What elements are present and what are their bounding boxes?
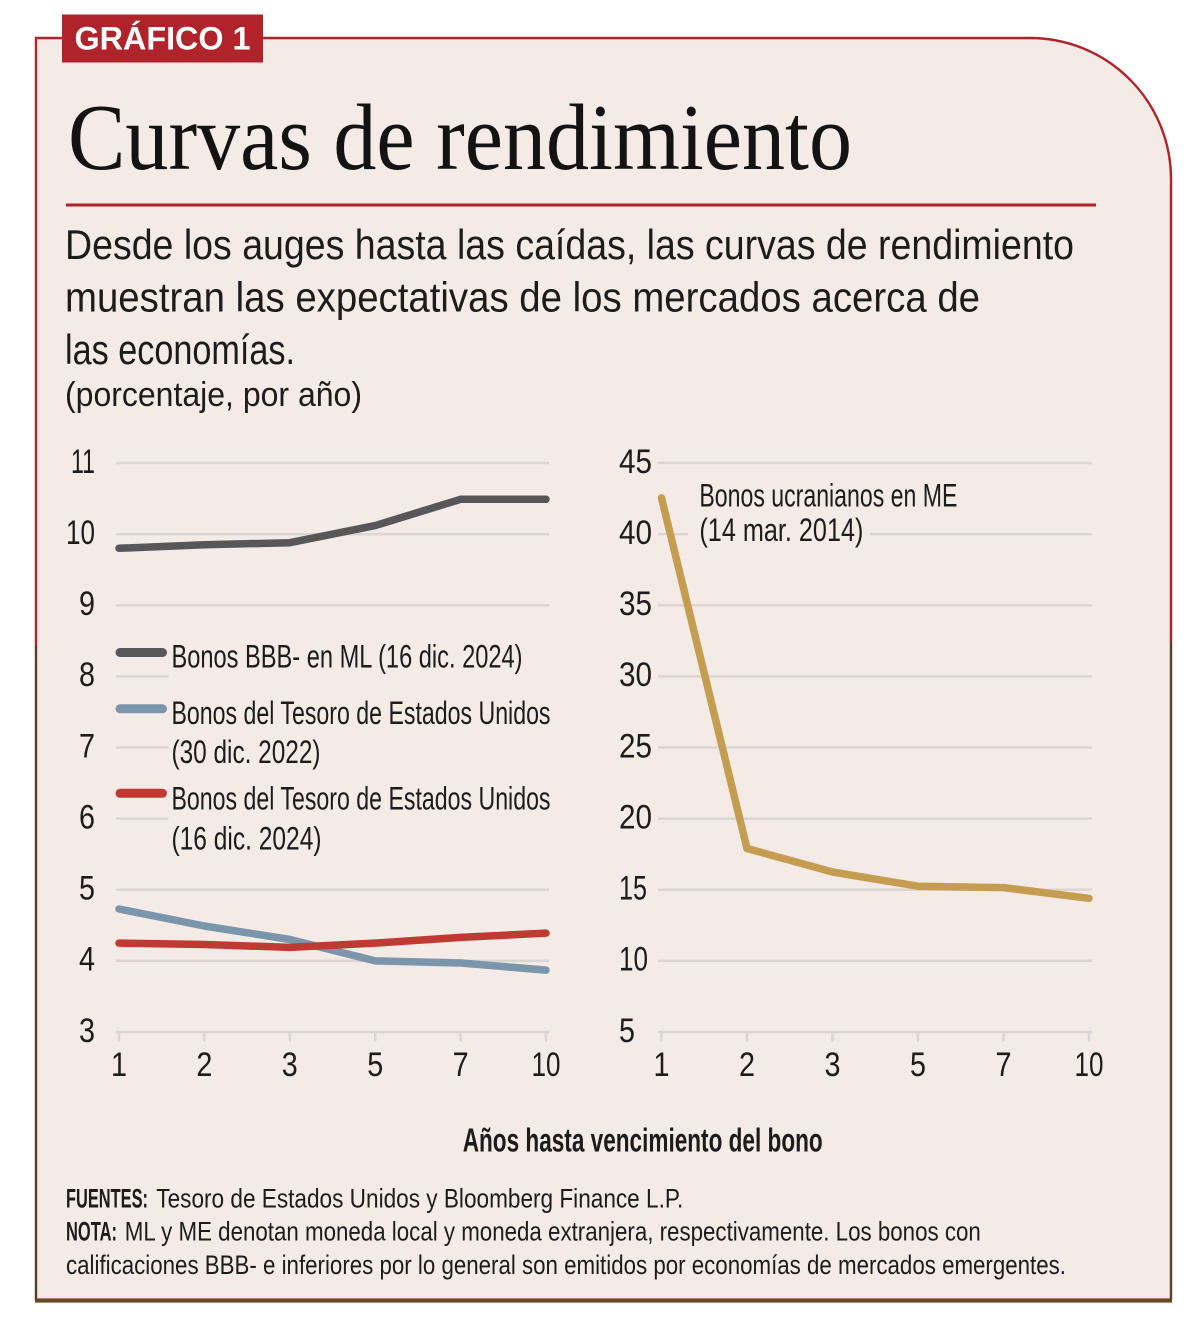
svg-text:GRÁFICO 1: GRÁFICO 1 [75,21,251,57]
svg-text:45: 45 [619,443,652,481]
svg-text:2: 2 [739,1046,755,1084]
svg-text:1: 1 [111,1046,127,1084]
svg-text:11: 11 [71,443,95,481]
svg-text:30: 30 [619,656,652,694]
svg-text:las economías.: las economías. [65,326,295,373]
svg-text:1: 1 [654,1046,670,1084]
svg-text:40: 40 [619,514,652,552]
svg-text:Bonos del Tesoro de Estados Un: Bonos del Tesoro de Estados Unidos [172,780,551,816]
svg-text:Bonos del Tesoro de Estados Un: Bonos del Tesoro de Estados Unidos [172,695,551,731]
svg-text:6: 6 [79,798,95,836]
svg-text:20: 20 [619,798,652,836]
svg-text:(16 dic. 2024): (16 dic. 2024) [172,821,322,857]
svg-text:8: 8 [79,656,95,694]
svg-text:(porcentaje, por año): (porcentaje, por año) [65,376,362,414]
svg-text:Bonos BBB- en ML (16 dic. 2024: Bonos BBB- en ML (16 dic. 2024) [172,639,523,675]
svg-text:25: 25 [619,727,652,765]
svg-text:Bonos ucranianos en ME: Bonos ucranianos en ME [699,477,957,513]
svg-text:5: 5 [619,1012,635,1050]
svg-text:Años hasta vencimiento del bon: Años hasta vencimiento del bono [463,1122,823,1159]
svg-text:(30 dic. 2022): (30 dic. 2022) [172,734,321,770]
svg-text:calificaciones BBB- e inferior: calificaciones BBB- e inferiores por lo … [66,1250,1066,1280]
svg-text:3: 3 [282,1046,298,1084]
svg-text:NOTA:: NOTA: [66,1217,117,1247]
svg-text:10: 10 [619,941,648,979]
svg-text:FUENTES:: FUENTES: [66,1183,148,1213]
svg-text:10: 10 [66,514,95,552]
svg-text:5: 5 [910,1046,926,1084]
svg-text:9: 9 [79,585,95,623]
svg-text:7: 7 [79,727,95,765]
svg-text:5: 5 [367,1046,383,1084]
svg-text:7: 7 [996,1046,1012,1084]
svg-text:5: 5 [79,870,95,908]
svg-text:Desde los auges hasta las caíd: Desde los auges hasta las caídas, las cu… [65,221,1074,268]
svg-text:4: 4 [79,941,95,979]
svg-text:10: 10 [1075,1046,1104,1084]
svg-text:15: 15 [619,870,647,908]
svg-text:35: 35 [619,585,652,623]
svg-text:Tesoro de Estados Unidos y Blo: Tesoro de Estados Unidos y Bloomberg Fin… [156,1183,683,1213]
svg-text:3: 3 [79,1012,95,1050]
svg-text:Curvas de rendimiento: Curvas de rendimiento [68,86,852,190]
svg-text:ML y ME denotan moneda local y: ML y ME denotan moneda local y moneda ex… [125,1217,981,1247]
svg-text:muestran las expectativas de l: muestran las expectativas de los mercado… [65,274,980,321]
svg-text:10: 10 [532,1046,561,1084]
svg-text:2: 2 [196,1046,212,1084]
svg-text:7: 7 [453,1046,469,1084]
svg-text:(14 mar. 2014): (14 mar. 2014) [699,512,863,548]
svg-text:3: 3 [825,1046,841,1084]
